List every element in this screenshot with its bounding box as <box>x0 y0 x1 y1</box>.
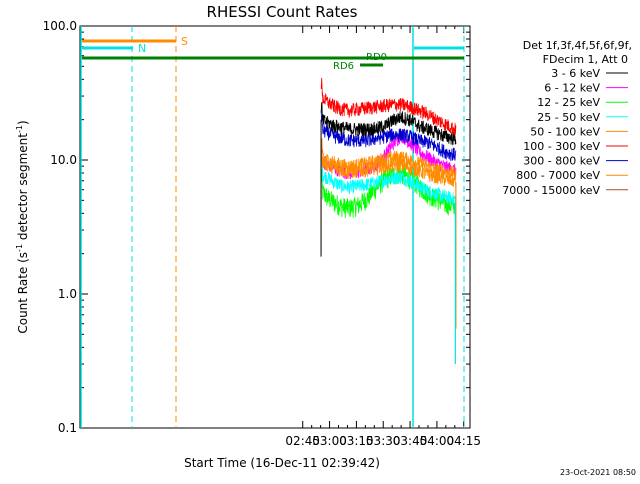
plot-frame <box>79 25 471 429</box>
annotation-bars <box>82 39 464 67</box>
y-tick-label-1: 10.0 <box>50 153 77 167</box>
x-tick-label-1: 03:00 <box>312 434 347 448</box>
y-axis-label-sup1: -1 <box>15 244 24 252</box>
legend-header-2: FDecim 1, Att 0 <box>543 53 628 66</box>
y-axis-label-start: Count Rate (s <box>16 252 30 334</box>
annotation-label-n: N <box>138 42 146 55</box>
x-tick-label-6: 04:15 <box>446 434 481 448</box>
legend-label-5: 100 - 300 keV <box>523 140 600 153</box>
x-tick-label-3: 03:30 <box>366 434 401 448</box>
x-tick-label-4: 03:45 <box>393 434 428 448</box>
y-tick-label-3: 0.1 <box>58 421 77 435</box>
legend-label-3: 25 - 50 keV <box>537 111 600 124</box>
chart-title: RHESSI Count Rates <box>207 3 358 21</box>
y-axis-label: Count Rate (s-1 detector segment-1) <box>15 120 30 333</box>
legend-header-1: Det 1f,3f,4f,5f,6f,9f, <box>523 39 632 52</box>
legend-label-6: 300 - 800 keV <box>523 155 600 168</box>
annotation-label-rd0: RD0 <box>366 52 387 63</box>
annotation-label-s: S <box>181 35 188 48</box>
series-line-3 <box>320 155 457 206</box>
legend-label-4: 50 - 100 keV <box>530 125 600 138</box>
legend-label-1: 6 - 12 keV <box>544 82 600 95</box>
y-axis-label-end: ) <box>16 120 30 125</box>
footer-date: 23-Oct-2021 08:50 <box>560 468 636 477</box>
x-tick-label-0: 02:45 <box>285 434 320 448</box>
x-tick-label-5: 04:00 <box>420 434 455 448</box>
legend-label-2: 12 - 25 keV <box>537 96 600 109</box>
series-lines <box>320 77 457 365</box>
y-axis-label-mid: detector segment <box>16 133 30 244</box>
series-line-5 <box>320 77 457 135</box>
legend-label-7: 800 - 7000 keV <box>516 169 600 182</box>
y-tick-label-2: 1.0 <box>58 287 77 301</box>
legend-label-0: 3 - 6 keV <box>551 67 600 80</box>
x-tick-label-2: 03:15 <box>339 434 374 448</box>
series-line-0 <box>320 102 457 146</box>
event-markers <box>80 26 465 428</box>
y-tick-label-0: 100.0 <box>43 19 77 33</box>
y-axis-label-sup2: -1 <box>15 125 24 133</box>
x-axis-label: Start Time (16-Dec-11 02:39:42) <box>184 456 380 470</box>
legend-label-8: 7000 - 15000 keV <box>502 184 600 197</box>
annotation-label-rd6: RD6 <box>333 61 354 72</box>
series-line-4 <box>320 141 457 187</box>
